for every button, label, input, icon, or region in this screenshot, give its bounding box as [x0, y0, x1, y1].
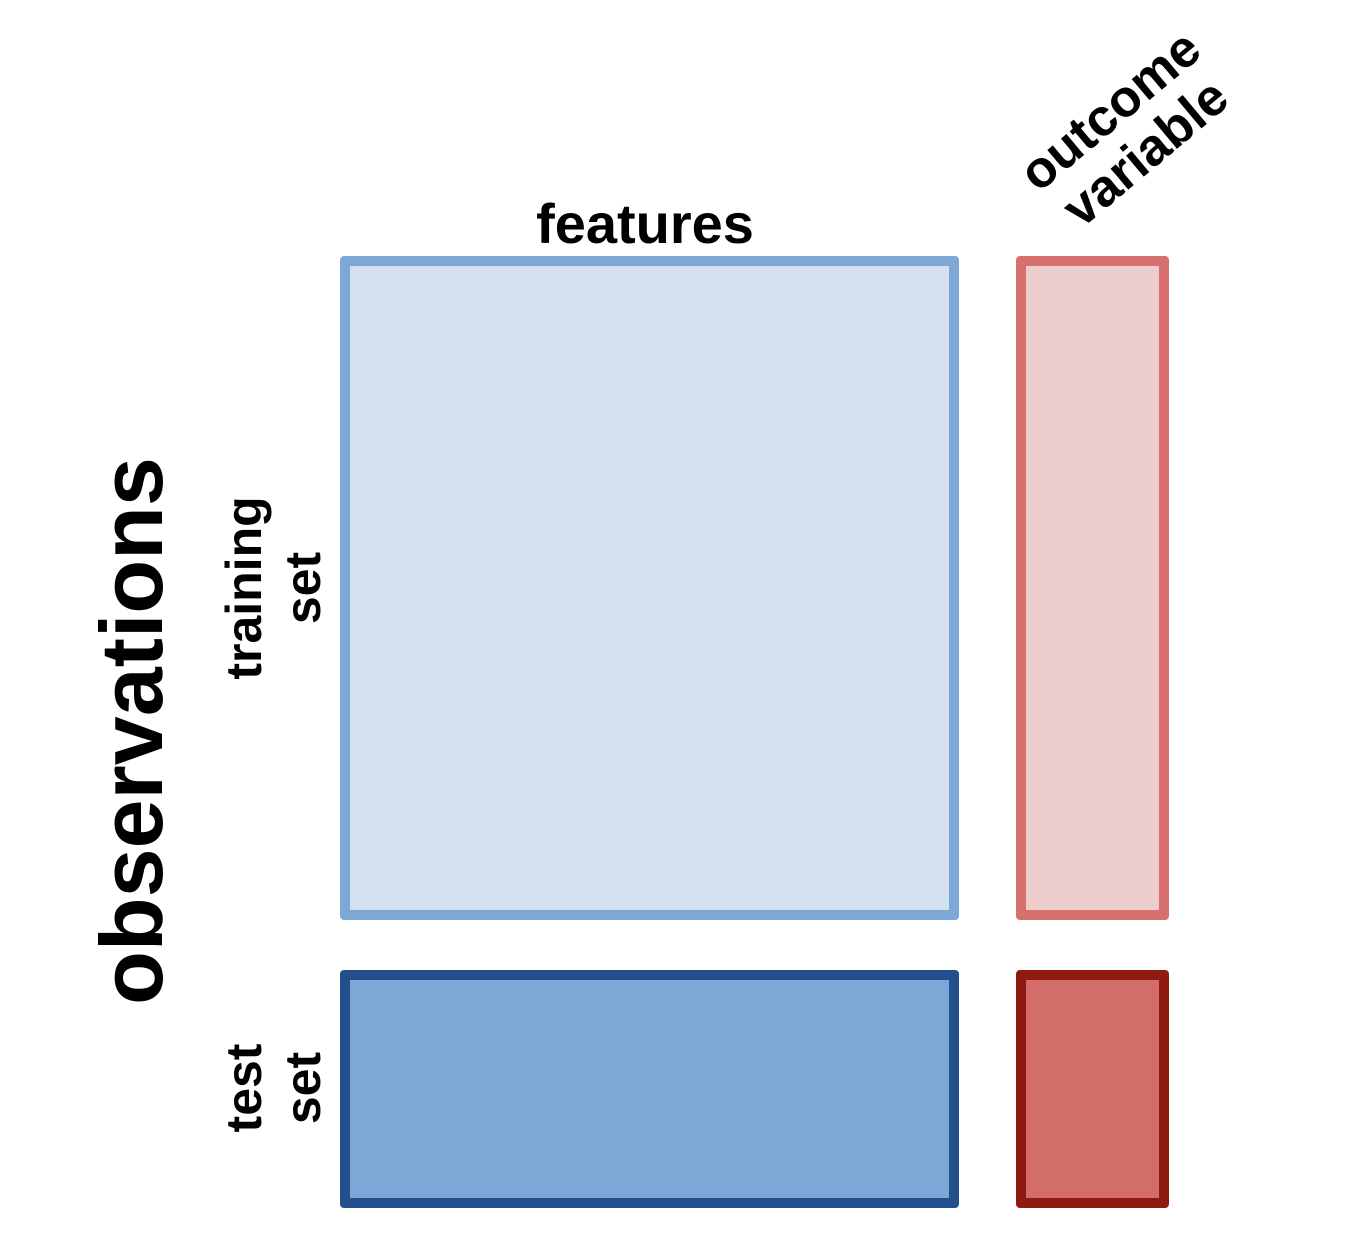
test-outcome-box: [1016, 970, 1169, 1208]
training-label-line2: set: [275, 551, 331, 625]
training-set-label: training set: [215, 496, 333, 679]
test-features-box: [340, 970, 959, 1208]
observations-label: observations: [82, 457, 181, 1005]
test-label-line1: test: [216, 1043, 272, 1133]
test-label-line2: set: [275, 1051, 331, 1125]
test-set-label: test set: [215, 1044, 333, 1133]
training-outcome-box: [1016, 256, 1169, 920]
training-features-box: [340, 256, 959, 920]
features-label: features: [536, 192, 754, 255]
training-label-line1: training: [216, 496, 272, 680]
outcome-variable-label: outcome variable: [986, 0, 1271, 264]
